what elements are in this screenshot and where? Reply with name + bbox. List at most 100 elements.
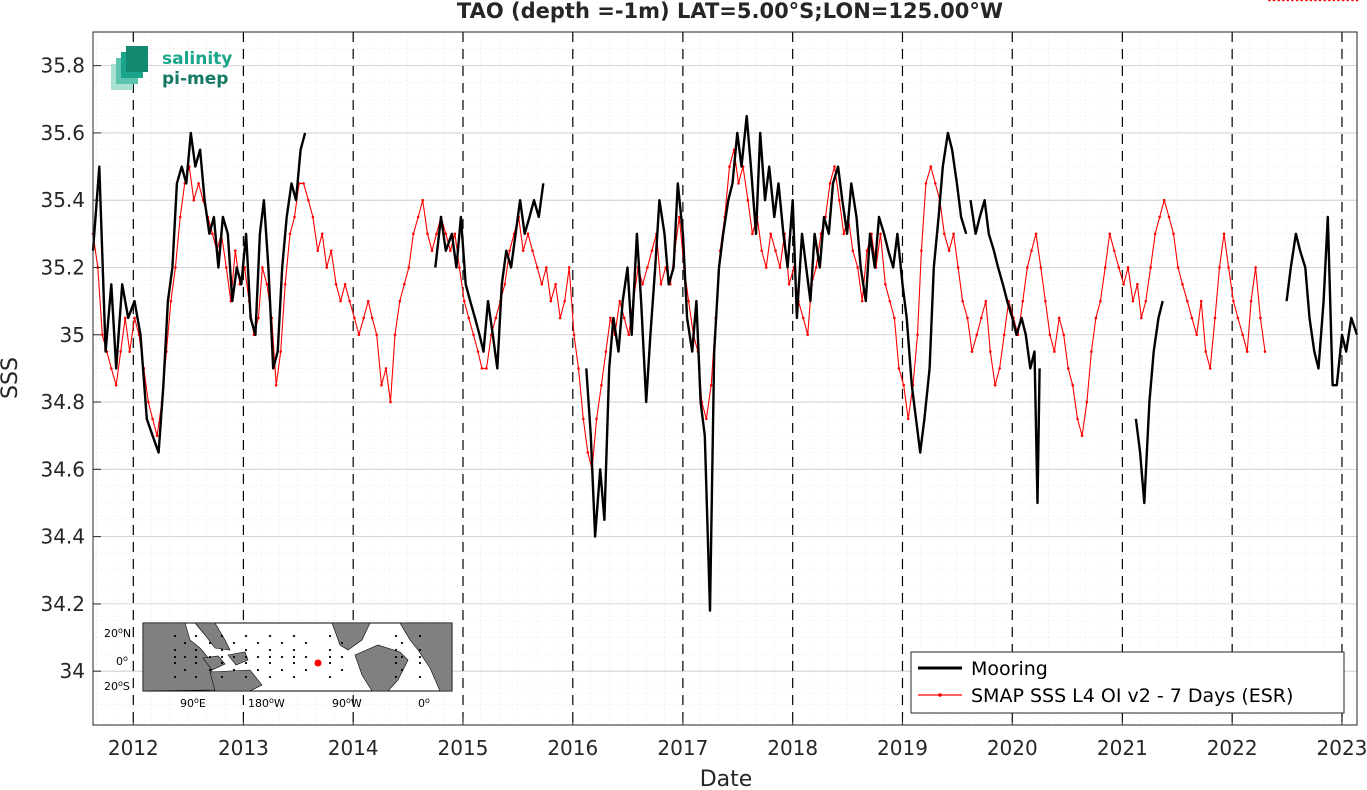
inset-buoy-dot xyxy=(394,661,398,665)
smap-point xyxy=(1136,283,1139,286)
x-tick-label: 2023 xyxy=(1317,736,1367,760)
inset-buoy-dot xyxy=(292,661,296,665)
legend-label-smap: SMAP SSS L4 OI v2 - 7 Days (ESR) xyxy=(971,685,1293,707)
inset-buoy-dot xyxy=(340,668,344,672)
inset-buoy-dot xyxy=(400,655,404,659)
smap-point xyxy=(1295,0,1299,2)
smap-point xyxy=(1002,333,1006,337)
x-axis: 2012 2013 2014 2015 2016 2017 2018 2019 2020 2021… xyxy=(108,717,1367,760)
smap-point xyxy=(956,266,960,269)
smap-point xyxy=(384,367,388,370)
smap-point xyxy=(334,283,338,286)
smap-point xyxy=(211,232,214,236)
inset-buoy-dot xyxy=(400,668,404,672)
smap-point xyxy=(302,182,305,185)
smap-point xyxy=(549,299,553,303)
smap-point xyxy=(884,283,887,286)
smap-point xyxy=(311,215,315,219)
smap-point xyxy=(1195,333,1198,337)
legend-label-mooring: Mooring xyxy=(971,658,1048,680)
smap-point xyxy=(641,283,644,286)
inset-buoy-dot xyxy=(208,655,212,659)
smap-point xyxy=(339,299,342,303)
smap-point xyxy=(1286,0,1290,2)
smap-point xyxy=(375,333,378,337)
plot-frame xyxy=(92,31,1358,726)
smap-point xyxy=(353,316,356,320)
smap-point xyxy=(1300,0,1303,2)
inset-location-marker xyxy=(314,659,322,667)
smap-point xyxy=(600,383,603,387)
smap-point xyxy=(444,232,448,236)
inset-buoy-dot xyxy=(220,648,224,652)
inset-buoy-dot xyxy=(268,675,272,679)
smap-point xyxy=(1039,266,1043,269)
smap-point xyxy=(1053,350,1056,353)
smap-point xyxy=(192,198,196,202)
smap-point xyxy=(1291,0,1294,2)
smap-point xyxy=(1318,0,1322,2)
smap-point xyxy=(430,249,434,252)
smap-point xyxy=(1149,266,1152,269)
inset-lon-label-90e: 90oE xyxy=(180,696,206,711)
inset-buoy-dot xyxy=(304,655,308,659)
smap-point xyxy=(586,451,590,454)
smap-point xyxy=(737,182,740,185)
inset-buoy-dot xyxy=(328,634,332,638)
smap-point xyxy=(1158,215,1161,219)
inset-buoy-dot xyxy=(394,675,398,679)
inset-buoy-dot xyxy=(292,648,296,652)
inset-buoy-dot xyxy=(340,641,344,645)
smap-point xyxy=(751,232,754,236)
smap-point xyxy=(178,215,182,219)
inset-buoy-dot xyxy=(268,661,272,665)
smap-point xyxy=(476,350,480,353)
smap-point xyxy=(764,266,768,269)
smap-point xyxy=(1259,316,1262,320)
inset-buoy-dot xyxy=(256,655,260,659)
smap-point xyxy=(563,299,566,303)
smap-point xyxy=(1131,299,1135,303)
chart-title: TAO (depth =-1m) LAT=5.00°S;LON=125.00°W xyxy=(457,0,1003,23)
x-tick-label: 2015 xyxy=(438,736,489,760)
smap-point xyxy=(307,198,310,202)
inset-buoy-dot xyxy=(280,641,284,645)
inset-buoy-dot xyxy=(268,655,272,659)
smap-point xyxy=(462,299,466,303)
legend-marker-smap xyxy=(938,693,942,697)
smap-point xyxy=(746,198,750,202)
smap-point xyxy=(1186,299,1189,303)
smap-point xyxy=(480,367,484,370)
smap-point xyxy=(828,182,832,185)
smap-point xyxy=(128,350,131,353)
smap-point xyxy=(1117,266,1121,269)
y-tick-label: 34.2 xyxy=(40,592,85,616)
smap-point xyxy=(947,249,951,252)
smap-point xyxy=(325,266,329,269)
series-line-mooring xyxy=(969,198,1041,505)
smap-point xyxy=(1351,0,1354,2)
smap-point xyxy=(769,232,773,236)
inset-buoy-dot xyxy=(418,655,422,659)
inset-buoy-dot xyxy=(232,655,236,659)
smap-point xyxy=(540,283,544,286)
smap-point xyxy=(842,232,846,236)
smap-point xyxy=(1076,417,1079,421)
smap-point xyxy=(1080,434,1084,437)
smap-point xyxy=(485,367,488,370)
smap-point xyxy=(362,316,366,320)
inset-lat-label-20n: 20oN xyxy=(104,626,131,641)
smap-point xyxy=(1346,0,1349,2)
smap-point xyxy=(435,232,438,236)
x-tick-label: 2019 xyxy=(877,736,928,760)
inset-buoy-dot xyxy=(268,634,272,638)
smap-point xyxy=(521,249,525,252)
smap-point xyxy=(993,383,997,387)
x-tick-label: 2017 xyxy=(657,736,708,760)
smap-point xyxy=(197,182,200,185)
smap-point xyxy=(897,367,901,370)
inset-buoy-dot xyxy=(208,668,212,672)
smap-point xyxy=(1153,232,1157,236)
inset-lon-label-0: 0o xyxy=(418,696,430,711)
smap-point xyxy=(1323,0,1327,2)
